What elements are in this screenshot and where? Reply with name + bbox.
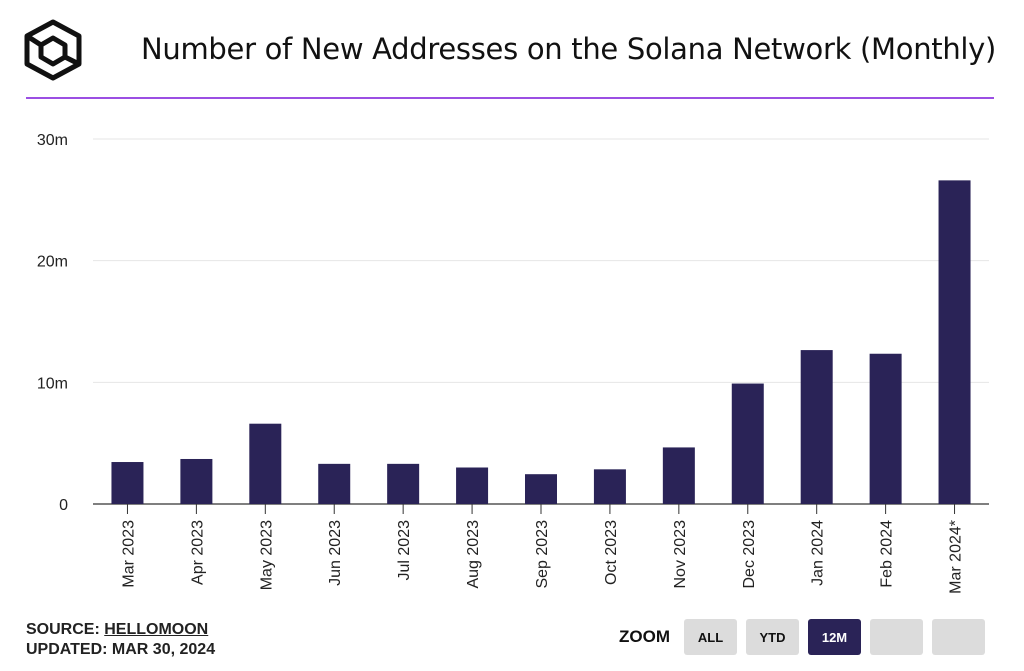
bar [180,458,213,504]
y-tick-label: 30m [37,132,68,149]
source-line: SOURCE: HELLOMOON [26,620,215,640]
zoom-extra-button-2[interactable] [932,619,985,655]
chart-footer: SOURCE: HELLOMOON UPDATED: MAR 30, 2024 [26,620,215,660]
bar-chart: 0 10m 20m 30m Mar 2023 Apr 2023 May 2023 Jun 2… [37,132,989,594]
bar [249,423,282,504]
bar [731,383,764,504]
x-tick-label: Dec 2023 [741,520,758,589]
x-tick-label: Feb 2024 [879,520,896,588]
grid-lines [93,138,989,505]
zoom-controls: ZOOM ALL YTD 12M [619,619,994,655]
source-link[interactable]: HELLOMOON [104,621,209,638]
bar [662,447,695,504]
bar [869,353,902,504]
y-tick-label: 0 [59,497,68,514]
bar [456,467,489,504]
y-axis-ticks: 0 10m 20m 30m [37,132,68,514]
x-tick-label: Jul 2023 [396,520,413,581]
x-tick-label: May 2023 [258,520,275,590]
x-tick-label: Mar 2024* [948,520,965,594]
bar [111,462,144,504]
x-tick-label: Nov 2023 [672,520,689,589]
chart-title: Number of New Addresses on the Solana Ne… [141,32,997,66]
x-tick-label: Aug 2023 [465,520,482,589]
x-tick-label: Apr 2023 [189,520,206,585]
source-prefix: SOURCE: [26,621,105,638]
bar [800,350,833,504]
bars [111,180,971,514]
bar [525,474,557,504]
zoom-ytd-button[interactable]: YTD [746,619,799,655]
bar [593,469,626,504]
zoom-label: ZOOM [619,627,670,646]
x-tick-label: Jun 2023 [327,520,344,586]
x-tick-label: Sep 2023 [534,520,551,589]
x-tick-label: Oct 2023 [603,520,620,585]
the-block-logo-icon [24,19,82,81]
x-tick-label: Mar 2023 [120,520,137,588]
zoom-12m-button[interactable]: 12M [808,619,861,655]
zoom-extra-button-1[interactable] [870,619,923,655]
y-tick-label: 20m [37,254,68,271]
y-tick-label: 10m [37,375,68,392]
x-axis-ticks: Mar 2023 Apr 2023 May 2023 Jun 2023 Jul 2023… [120,520,964,594]
bar [387,463,420,504]
title-divider [26,97,994,99]
updated-date: UPDATED: MAR 30, 2024 [26,641,216,658]
bar [318,463,351,504]
x-tick-label: Jan 2024 [810,520,827,586]
zoom-all-button[interactable]: ALL [684,619,737,655]
bar [938,180,971,504]
